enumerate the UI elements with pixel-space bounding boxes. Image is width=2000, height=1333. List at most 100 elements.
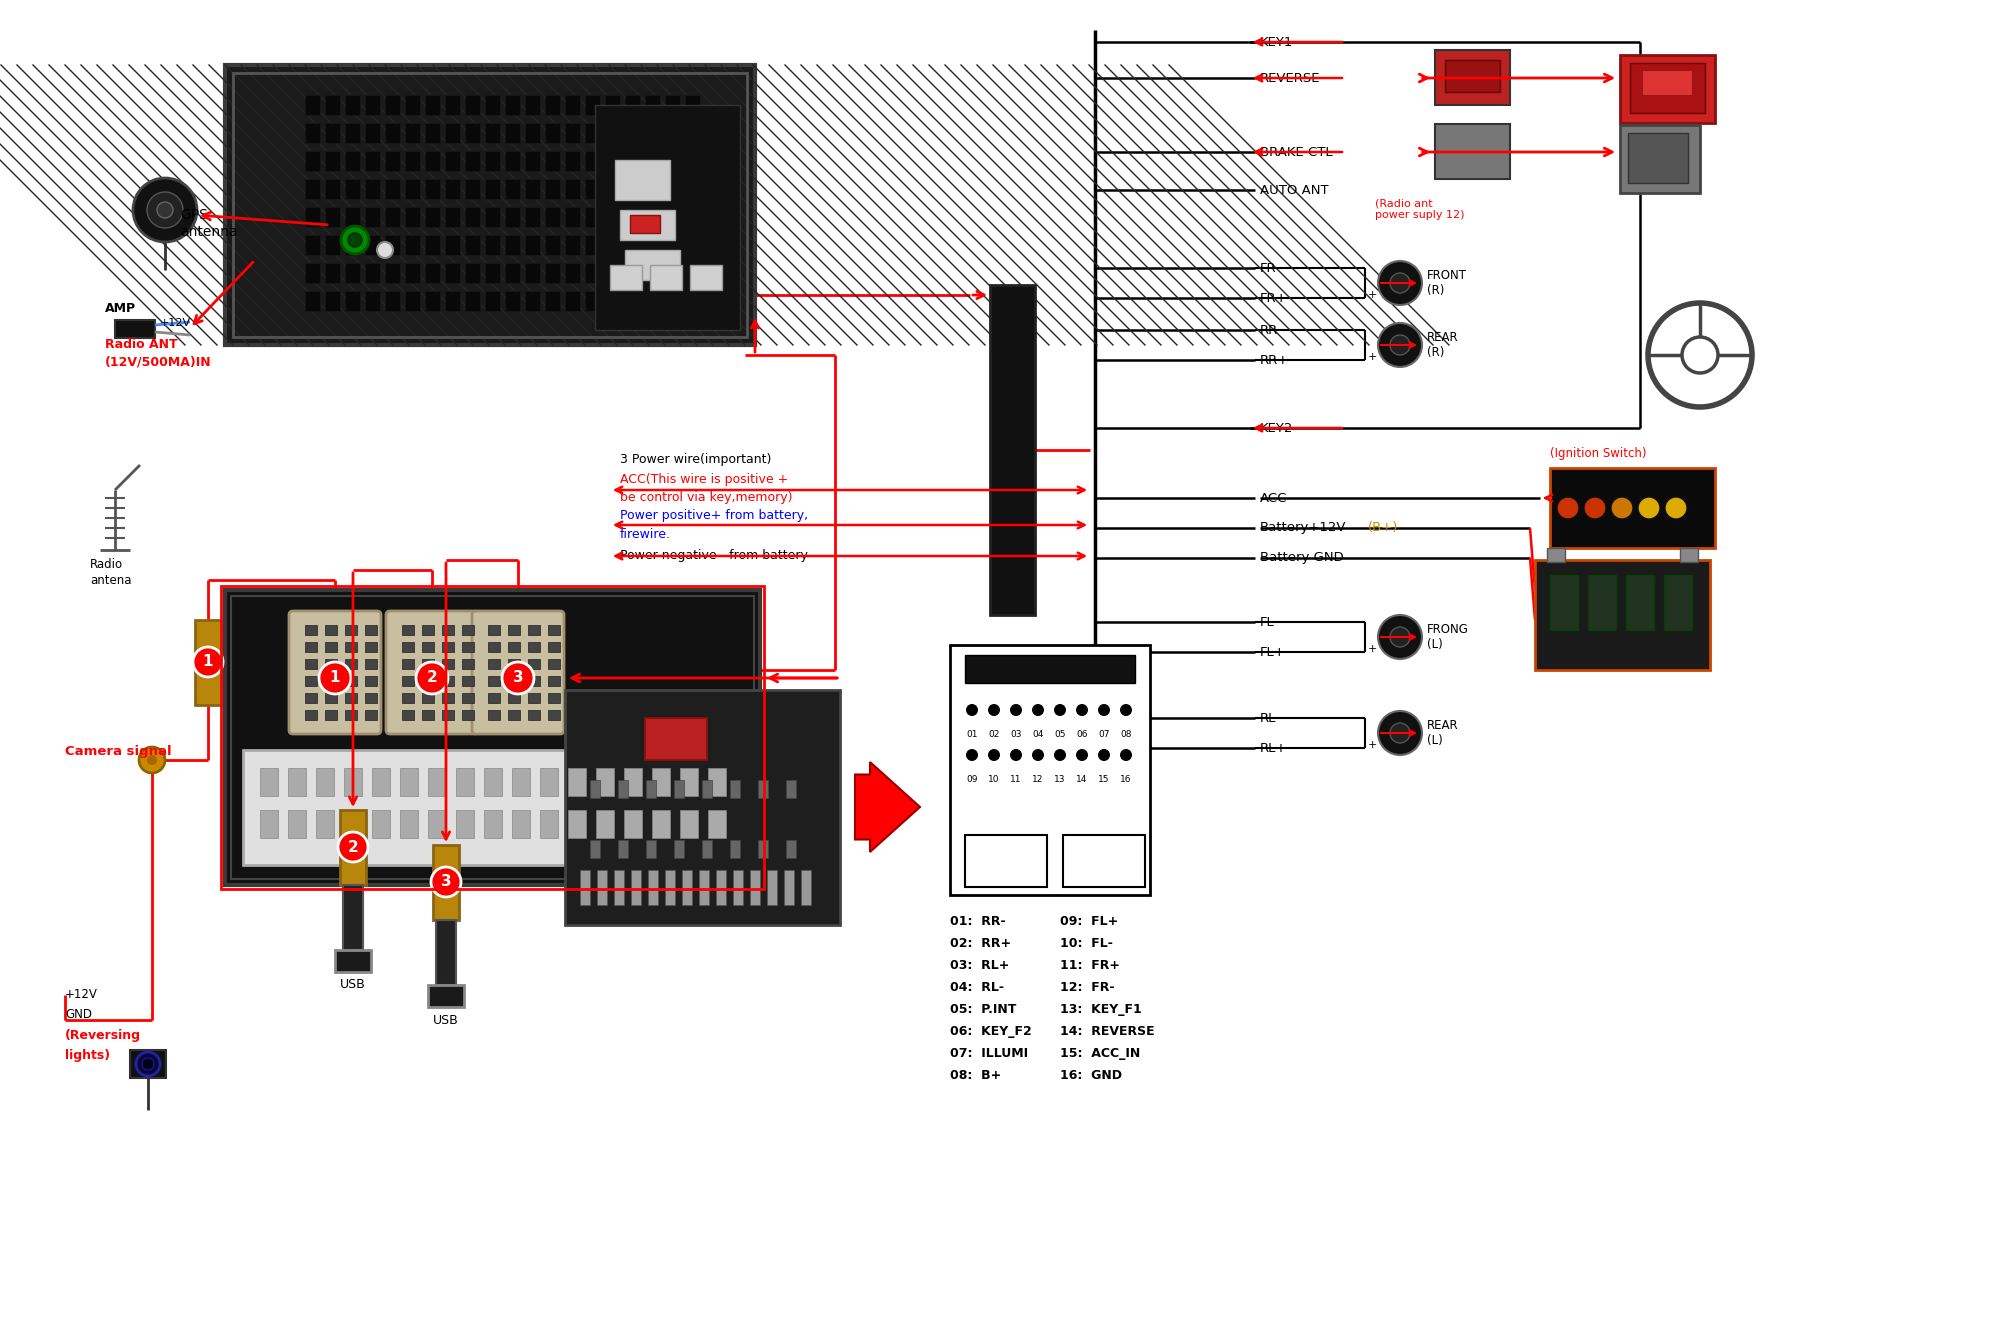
Text: USB: USB	[432, 1013, 458, 1026]
Text: 2: 2	[426, 670, 438, 685]
Text: 15:  ACC_IN: 15: ACC_IN	[1060, 1046, 1140, 1060]
Text: 02:  RR+: 02: RR+	[950, 937, 1012, 950]
Bar	[566, 263, 580, 283]
Bar	[768, 870, 776, 905]
Circle shape	[966, 749, 978, 761]
Text: +12V: +12V	[160, 319, 192, 328]
Circle shape	[1638, 497, 1660, 519]
Bar	[404, 291, 420, 311]
Bar	[644, 95, 660, 115]
Text: (12V/500MA)IN: (12V/500MA)IN	[104, 356, 212, 368]
Bar	[630, 215, 660, 233]
Circle shape	[1390, 627, 1410, 647]
Text: +: +	[1368, 644, 1378, 655]
Bar	[462, 643, 474, 652]
Bar	[346, 625, 356, 635]
Bar	[624, 235, 640, 255]
Bar	[684, 263, 700, 283]
Text: FL+: FL+	[1260, 645, 1286, 659]
Bar	[444, 95, 460, 115]
Bar	[708, 810, 726, 838]
Bar	[464, 151, 480, 171]
Bar	[504, 151, 520, 171]
Circle shape	[1098, 749, 1110, 761]
Text: RL-: RL-	[1260, 712, 1280, 725]
Circle shape	[140, 746, 164, 773]
Bar	[346, 693, 356, 702]
Bar	[324, 676, 336, 686]
Bar	[456, 810, 474, 838]
Bar	[400, 810, 418, 838]
Bar	[444, 179, 460, 199]
Bar	[730, 780, 740, 798]
Circle shape	[376, 243, 392, 259]
Bar	[304, 123, 320, 143]
Text: GND: GND	[64, 1009, 92, 1021]
Bar	[614, 870, 624, 905]
Text: FR-: FR-	[1260, 261, 1280, 275]
Bar	[116, 320, 156, 339]
Bar	[424, 263, 440, 283]
Circle shape	[1584, 497, 1606, 519]
Bar	[424, 235, 440, 255]
Bar	[220, 587, 764, 889]
Bar	[596, 810, 614, 838]
Bar	[304, 235, 320, 255]
Bar	[364, 710, 376, 720]
Bar	[544, 123, 560, 143]
Bar	[684, 179, 700, 199]
Bar	[618, 840, 628, 858]
Bar	[444, 291, 460, 311]
Bar	[260, 768, 278, 796]
Circle shape	[1010, 749, 1022, 761]
Text: 06: 06	[1076, 730, 1088, 738]
Bar	[336, 950, 372, 972]
Bar	[610, 265, 642, 291]
Bar	[544, 263, 560, 283]
Bar	[442, 659, 454, 669]
Text: 3: 3	[440, 874, 452, 889]
Bar	[990, 285, 1036, 615]
Bar	[548, 643, 560, 652]
Bar	[384, 291, 400, 311]
Bar	[304, 693, 316, 702]
Circle shape	[1390, 273, 1410, 293]
Bar	[444, 207, 460, 227]
Bar	[346, 207, 360, 227]
Bar	[324, 643, 336, 652]
Bar	[524, 95, 540, 115]
Bar	[1680, 548, 1698, 563]
Bar	[950, 645, 1150, 894]
Bar	[524, 263, 540, 283]
Bar	[404, 207, 420, 227]
Bar	[384, 95, 400, 115]
Bar	[442, 643, 454, 652]
Bar	[400, 768, 418, 796]
Circle shape	[1390, 335, 1410, 355]
Bar	[1064, 834, 1144, 886]
Bar	[422, 693, 434, 702]
Bar	[402, 625, 414, 635]
Bar	[702, 840, 712, 858]
Bar	[324, 207, 340, 227]
Bar	[316, 810, 334, 838]
Bar	[324, 123, 340, 143]
Bar	[484, 235, 500, 255]
Text: AMP: AMP	[104, 301, 136, 315]
Text: (Ignition Switch): (Ignition Switch)	[1550, 448, 1646, 460]
Bar	[1436, 124, 1510, 179]
Bar	[324, 659, 336, 669]
Bar	[364, 643, 376, 652]
Circle shape	[1032, 704, 1044, 716]
Bar	[758, 780, 768, 798]
Bar	[566, 151, 580, 171]
Bar	[340, 810, 366, 885]
Bar	[548, 710, 560, 720]
Bar	[616, 160, 670, 200]
Bar	[488, 659, 500, 669]
Bar	[528, 693, 540, 702]
Text: +: +	[1368, 352, 1378, 363]
Bar	[644, 179, 660, 199]
Bar	[442, 710, 454, 720]
Bar	[444, 151, 460, 171]
